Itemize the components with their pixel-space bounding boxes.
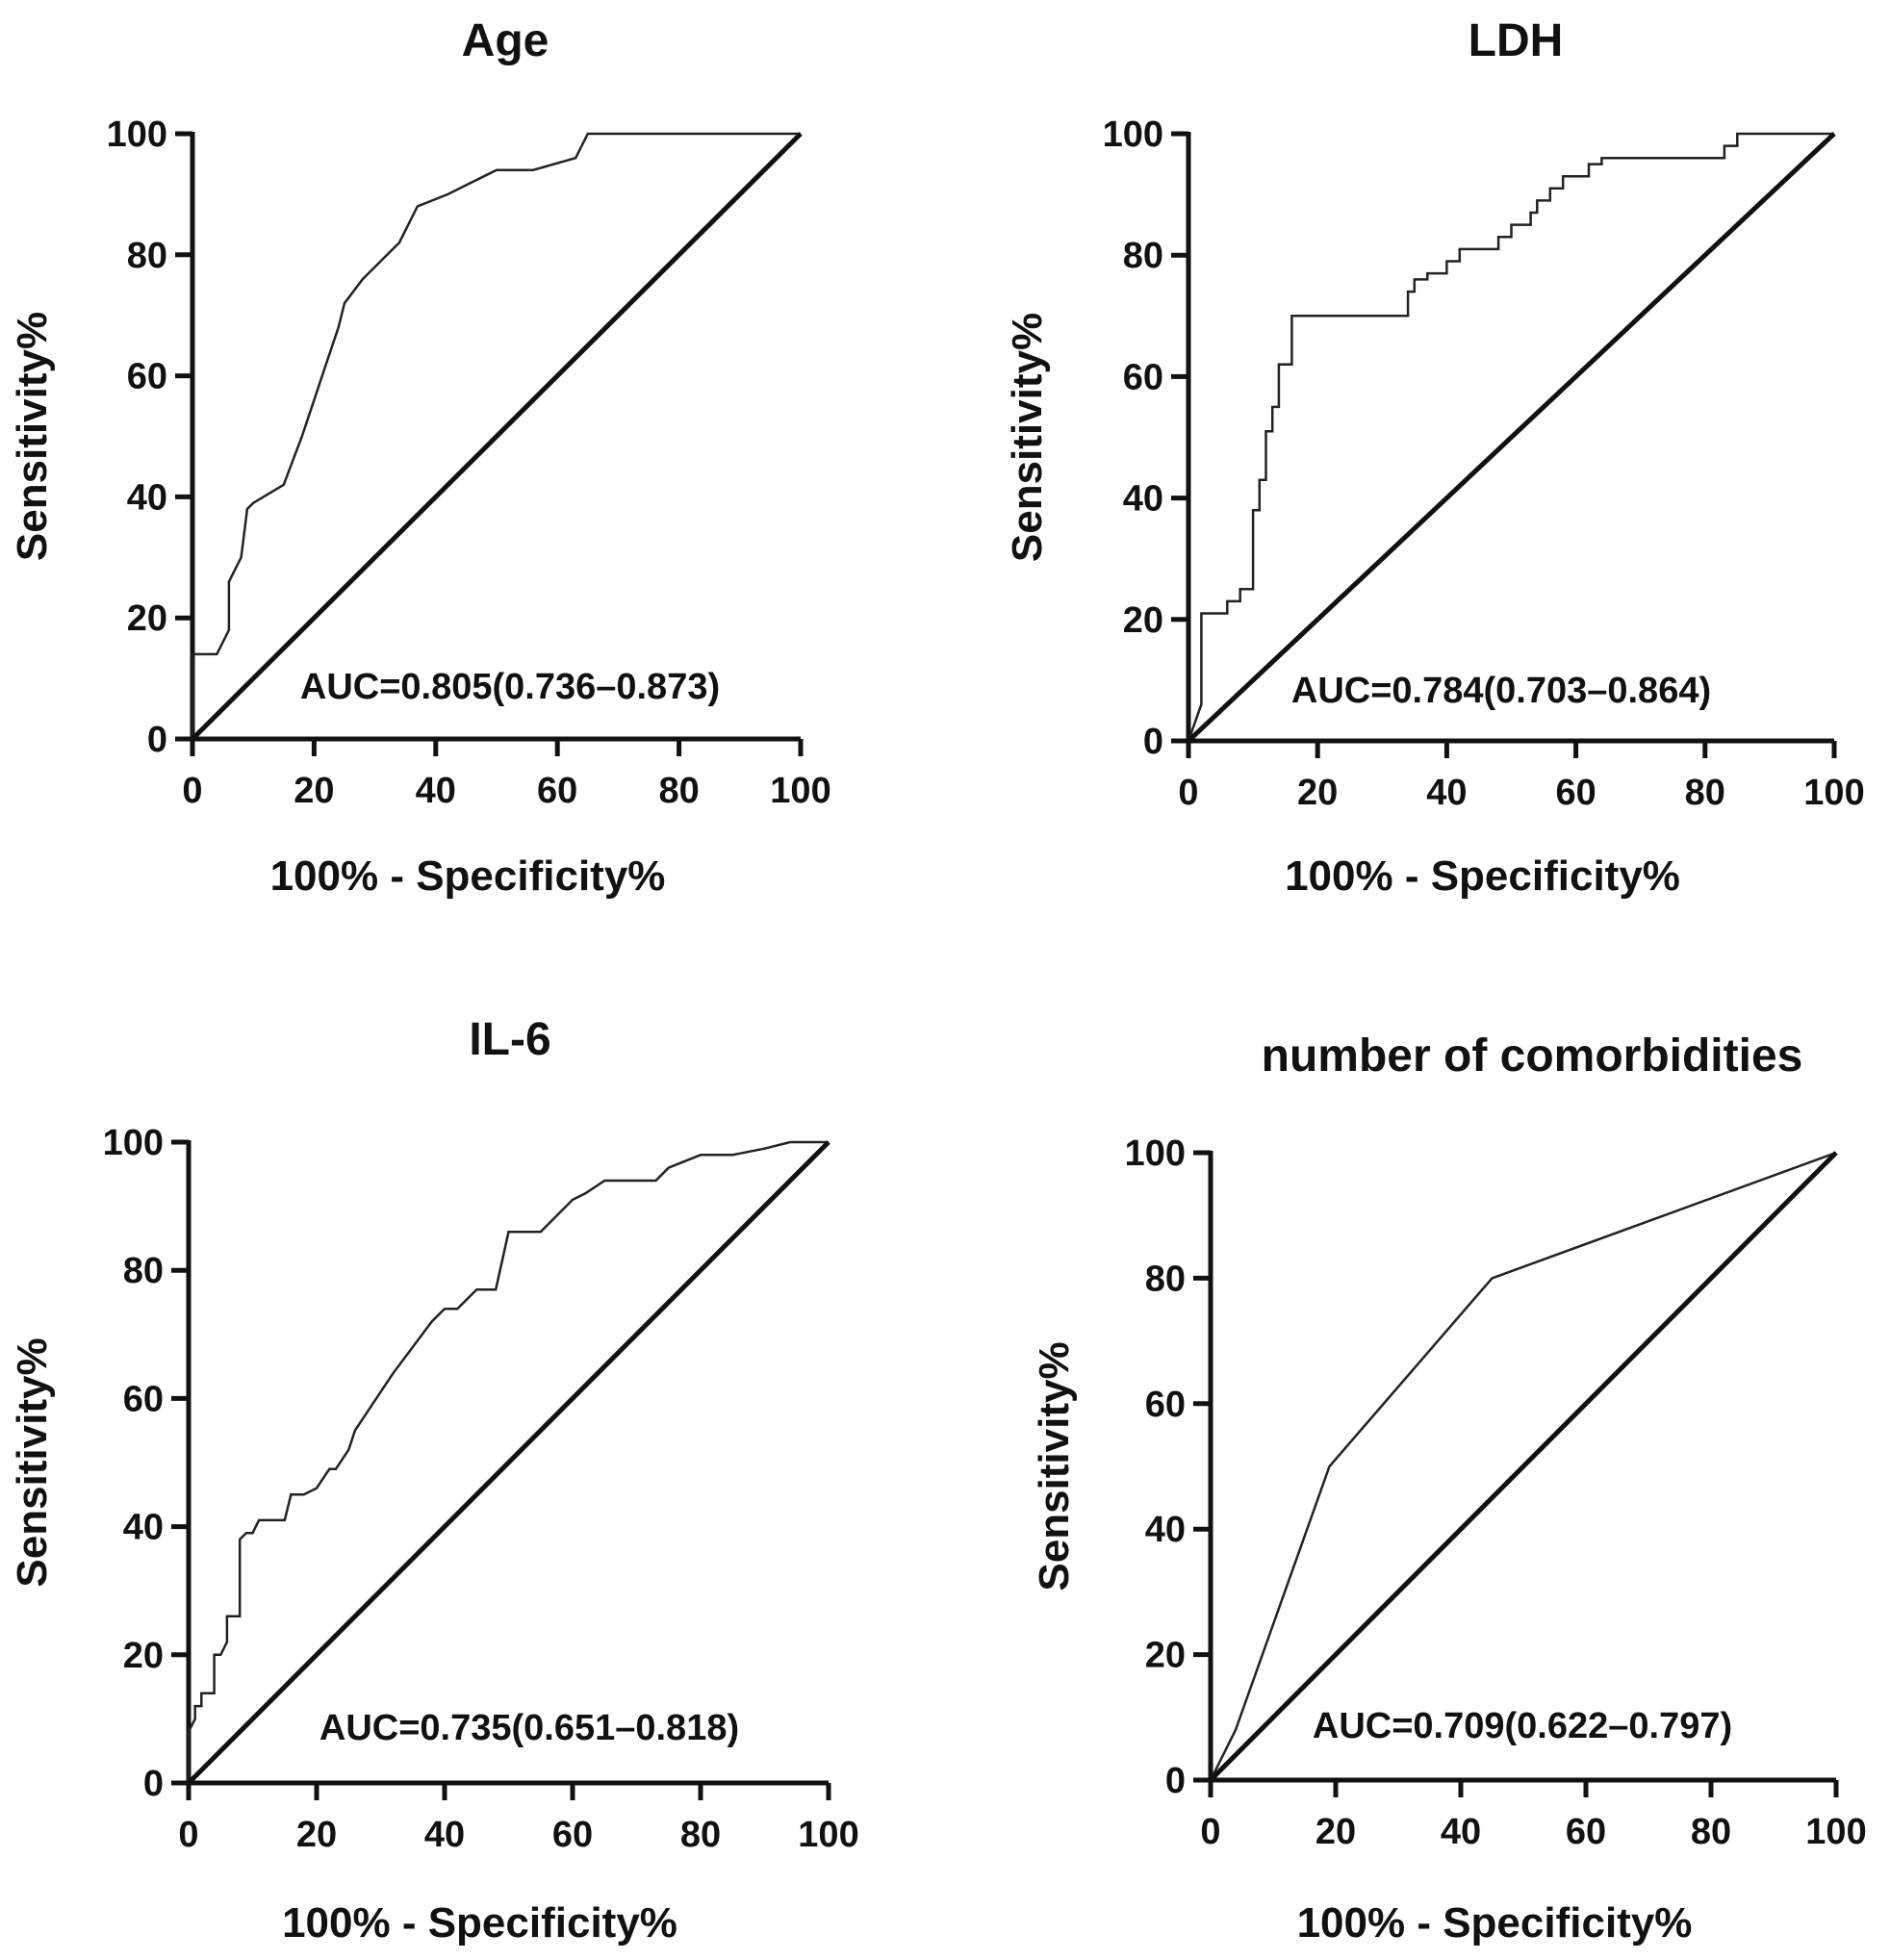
y-tick-label: 60 bbox=[123, 1379, 164, 1419]
auc-annotation: AUC=0.784(0.703–0.864) bbox=[1291, 671, 1711, 711]
x-tick-label: 20 bbox=[294, 771, 334, 811]
y-tick-label: 60 bbox=[1123, 357, 1163, 397]
y-tick-label: 40 bbox=[1145, 1510, 1186, 1550]
y-tick-label: 60 bbox=[1145, 1385, 1186, 1425]
x-tick-label: 80 bbox=[1685, 773, 1725, 813]
roc-panel-2: LDH 0 20 40 60 80 100 0 20 40 60 80 100 100% - Specif… bbox=[1004, 15, 1865, 900]
y-tick-label: 0 bbox=[143, 1764, 164, 1804]
y-tick-label: 0 bbox=[147, 720, 167, 760]
x-tick-label: 60 bbox=[537, 771, 577, 811]
reference-diagonal-line bbox=[191, 132, 803, 741]
x-tick-label: 80 bbox=[680, 1815, 721, 1855]
roc-curve-line bbox=[191, 132, 801, 739]
y-tick-label: 80 bbox=[1123, 236, 1163, 276]
x-tick-label: 0 bbox=[178, 1815, 198, 1855]
roc-panel-4: number of comorbidities 0 20 40 60 80 100 0 20 40… bbox=[1031, 1031, 1867, 1947]
x-tick-label: 100 bbox=[1805, 1812, 1866, 1852]
y-tick-label: 80 bbox=[127, 236, 167, 276]
y-tick-label: 40 bbox=[127, 477, 167, 518]
y-axis-label: Sensitivity% bbox=[9, 1337, 56, 1587]
auc-annotation: AUC=0.805(0.736–0.873) bbox=[300, 667, 720, 707]
y-tick-label: 0 bbox=[1143, 722, 1163, 762]
x-tick-label: 20 bbox=[1297, 773, 1338, 813]
roc-curve-line bbox=[1209, 1151, 1837, 1781]
y-tick-label: 40 bbox=[1123, 479, 1163, 520]
x-tick-label: 20 bbox=[296, 1815, 337, 1855]
y-axis-label: Sensitivity% bbox=[9, 312, 56, 561]
y-tick-label: 100 bbox=[103, 1123, 164, 1163]
y-tick-label: 20 bbox=[123, 1636, 164, 1676]
x-tick-label: 60 bbox=[1566, 1812, 1606, 1852]
chart-title: IL-6 bbox=[469, 1014, 550, 1065]
chart-title: LDH bbox=[1469, 15, 1564, 66]
x-tick-label: 80 bbox=[658, 771, 699, 811]
x-axis-label: 100% - Specificity% bbox=[1285, 853, 1680, 900]
x-tick-label: 0 bbox=[182, 771, 202, 811]
x-tick-label: 40 bbox=[1426, 773, 1467, 813]
x-axis-label: 100% - Specificity% bbox=[270, 853, 666, 900]
x-tick-label: 40 bbox=[424, 1815, 465, 1855]
y-tick-label: 80 bbox=[1145, 1259, 1186, 1299]
chart-title: Age bbox=[462, 15, 549, 66]
roc-curve-line bbox=[187, 1140, 829, 1783]
chart-title: number of comorbidities bbox=[1262, 1031, 1803, 1082]
x-axis-label: 100% - Specificity% bbox=[282, 1899, 677, 1947]
x-tick-label: 40 bbox=[1441, 1812, 1481, 1852]
reference-diagonal-line bbox=[1209, 1151, 1838, 1782]
y-tick-label: 60 bbox=[127, 357, 167, 397]
y-tick-label: 40 bbox=[123, 1508, 164, 1548]
x-tick-label: 80 bbox=[1691, 1812, 1731, 1852]
x-tick-label: 20 bbox=[1315, 1812, 1356, 1852]
x-tick-label: 0 bbox=[1200, 1812, 1220, 1852]
y-axis-label: Sensitivity% bbox=[1031, 1341, 1078, 1591]
x-tick-label: 60 bbox=[552, 1815, 593, 1855]
reference-diagonal-line bbox=[1187, 132, 1836, 743]
y-tick-label: 20 bbox=[1123, 600, 1163, 641]
roc-panel-1: Age 0 20 40 60 80 100 0 20 40 60 80 100 100% - Specif… bbox=[9, 15, 831, 900]
auc-annotation: AUC=0.735(0.651–0.818) bbox=[319, 1708, 739, 1748]
reference-diagonal-line bbox=[187, 1140, 830, 1785]
x-tick-label: 100 bbox=[1803, 773, 1864, 813]
x-tick-label: 0 bbox=[1178, 773, 1198, 813]
x-tick-label: 40 bbox=[416, 771, 456, 811]
y-tick-label: 100 bbox=[107, 115, 167, 155]
x-tick-label: 60 bbox=[1555, 773, 1596, 813]
roc-curve-line bbox=[1187, 132, 1834, 742]
roc-panel-3: IL-6 0 20 40 60 80 100 0 20 40 60 80 100 100% - Speci… bbox=[9, 1014, 859, 1947]
y-tick-label: 100 bbox=[1125, 1133, 1186, 1174]
x-tick-label: 100 bbox=[798, 1815, 858, 1855]
x-tick-label: 100 bbox=[770, 771, 830, 811]
y-tick-label: 20 bbox=[1145, 1636, 1186, 1676]
y-tick-label: 20 bbox=[127, 598, 167, 639]
y-tick-label: 80 bbox=[123, 1251, 164, 1291]
y-tick-label: 100 bbox=[1103, 115, 1163, 155]
x-axis-label: 100% - Specificity% bbox=[1297, 1899, 1693, 1947]
auc-annotation: AUC=0.709(0.622–0.797) bbox=[1313, 1706, 1732, 1746]
y-tick-label: 0 bbox=[1165, 1761, 1186, 1801]
y-axis-label: Sensitivity% bbox=[1004, 313, 1051, 562]
